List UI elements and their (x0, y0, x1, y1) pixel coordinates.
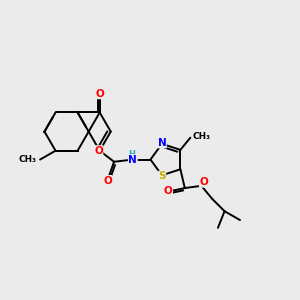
Text: O: O (94, 146, 103, 156)
Text: O: O (200, 177, 208, 187)
Text: O: O (95, 89, 104, 99)
Text: CH₃: CH₃ (193, 132, 211, 141)
Text: S: S (158, 171, 166, 181)
Text: H: H (128, 150, 135, 159)
Text: N: N (158, 138, 166, 148)
Text: O: O (164, 186, 172, 197)
Text: N: N (128, 154, 137, 165)
Text: CH₃: CH₃ (18, 155, 36, 164)
Text: O: O (103, 176, 112, 185)
